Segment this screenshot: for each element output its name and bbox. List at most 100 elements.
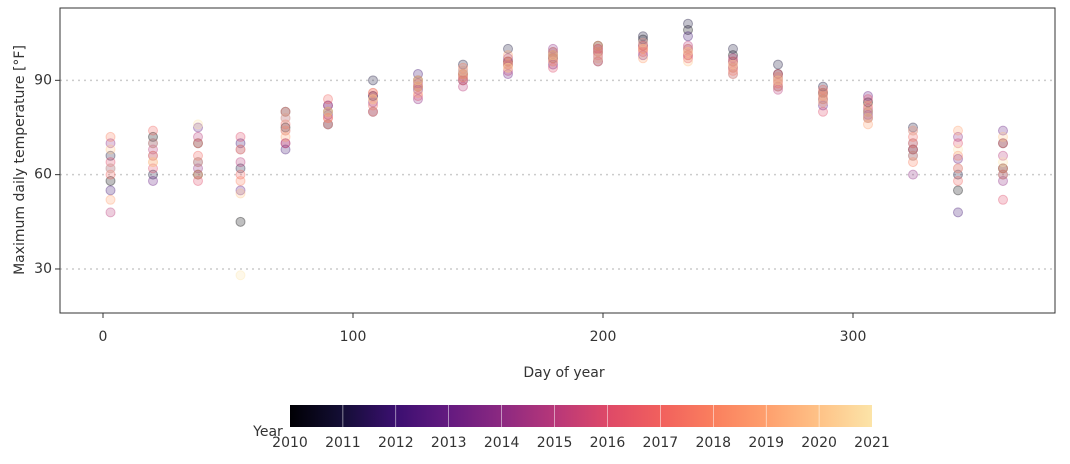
data-point [368, 97, 378, 108]
data-point [193, 138, 203, 149]
legend-label: 2020 [801, 435, 837, 451]
data-point [638, 34, 648, 45]
data-point [458, 69, 468, 80]
data-point [728, 69, 738, 80]
data-point [728, 59, 738, 70]
data-point [458, 81, 468, 92]
data-point [593, 47, 603, 58]
data-point [413, 91, 423, 102]
data-point [368, 91, 378, 102]
data-point [548, 50, 558, 61]
data-point [413, 78, 423, 89]
data-point [953, 163, 963, 174]
data-point [683, 47, 693, 58]
data-point [148, 125, 158, 136]
plot-frame [59, 7, 1056, 314]
data-point [280, 113, 291, 124]
data-point [458, 72, 468, 83]
data-point [728, 62, 738, 73]
data-point [638, 37, 648, 48]
data-point [998, 169, 1008, 180]
data-point [863, 119, 873, 130]
data-point [193, 169, 203, 180]
data-point [818, 97, 828, 108]
data-point [773, 81, 783, 92]
x-axis-title: Day of year [523, 365, 605, 381]
data-point [148, 169, 158, 180]
data-point [323, 100, 333, 111]
data-point [593, 47, 603, 58]
data-point [235, 163, 246, 174]
data-point [458, 69, 468, 80]
data-point [908, 138, 918, 149]
data-point [193, 119, 203, 130]
data-point [953, 163, 963, 174]
data-point [953, 125, 963, 136]
data-point [593, 56, 603, 67]
data-point [683, 31, 693, 42]
data-point [413, 81, 423, 92]
data-point [193, 138, 203, 149]
data-point [773, 69, 783, 80]
legend-title: Year [252, 424, 283, 440]
data-point [593, 50, 603, 61]
data-point [683, 43, 693, 54]
data-point [683, 25, 693, 36]
data-point [148, 157, 158, 168]
data-point [548, 56, 558, 67]
data-point [638, 43, 648, 54]
data-point [503, 59, 513, 70]
data-point [280, 106, 291, 117]
data-point [548, 59, 558, 70]
data-point [908, 138, 918, 149]
data-point [593, 47, 603, 58]
data-point [548, 50, 558, 61]
data-point [863, 103, 873, 114]
data-point [280, 125, 291, 136]
data-point [773, 81, 783, 92]
data-point [593, 43, 603, 54]
data-point [728, 43, 738, 54]
data-point [323, 106, 333, 117]
data-point [105, 194, 116, 205]
data-point [548, 50, 558, 61]
data-point [503, 59, 513, 70]
data-point [683, 50, 693, 61]
data-point [593, 40, 603, 51]
data-point [503, 59, 513, 70]
legend-label: 2012 [378, 435, 414, 451]
data-point [908, 131, 918, 142]
data-point [413, 75, 423, 86]
data-point [235, 185, 246, 196]
data-point [998, 175, 1008, 186]
data-point [503, 62, 513, 73]
data-point [105, 157, 116, 168]
data-point [638, 47, 648, 58]
data-point [235, 157, 246, 168]
data-point [323, 106, 333, 117]
data-point [548, 47, 558, 58]
data-point [148, 150, 158, 161]
data-point [773, 78, 783, 89]
data-point [863, 94, 873, 105]
data-point [683, 43, 693, 54]
data-point [503, 43, 513, 54]
data-point [908, 144, 918, 155]
data-point [235, 216, 246, 227]
data-point [728, 65, 738, 76]
data-point [368, 100, 378, 111]
data-point [908, 150, 918, 161]
data-point [818, 100, 828, 111]
data-point [280, 125, 291, 136]
data-point [728, 50, 738, 61]
data-point [818, 106, 828, 117]
data-point [368, 94, 378, 105]
x-tick-label: 100 [340, 329, 367, 345]
data-point [863, 113, 873, 124]
data-point [280, 138, 291, 149]
data-point [998, 157, 1008, 168]
data-point [953, 169, 963, 180]
data-point [368, 94, 378, 105]
data-point [548, 56, 558, 67]
data-point [548, 53, 558, 64]
